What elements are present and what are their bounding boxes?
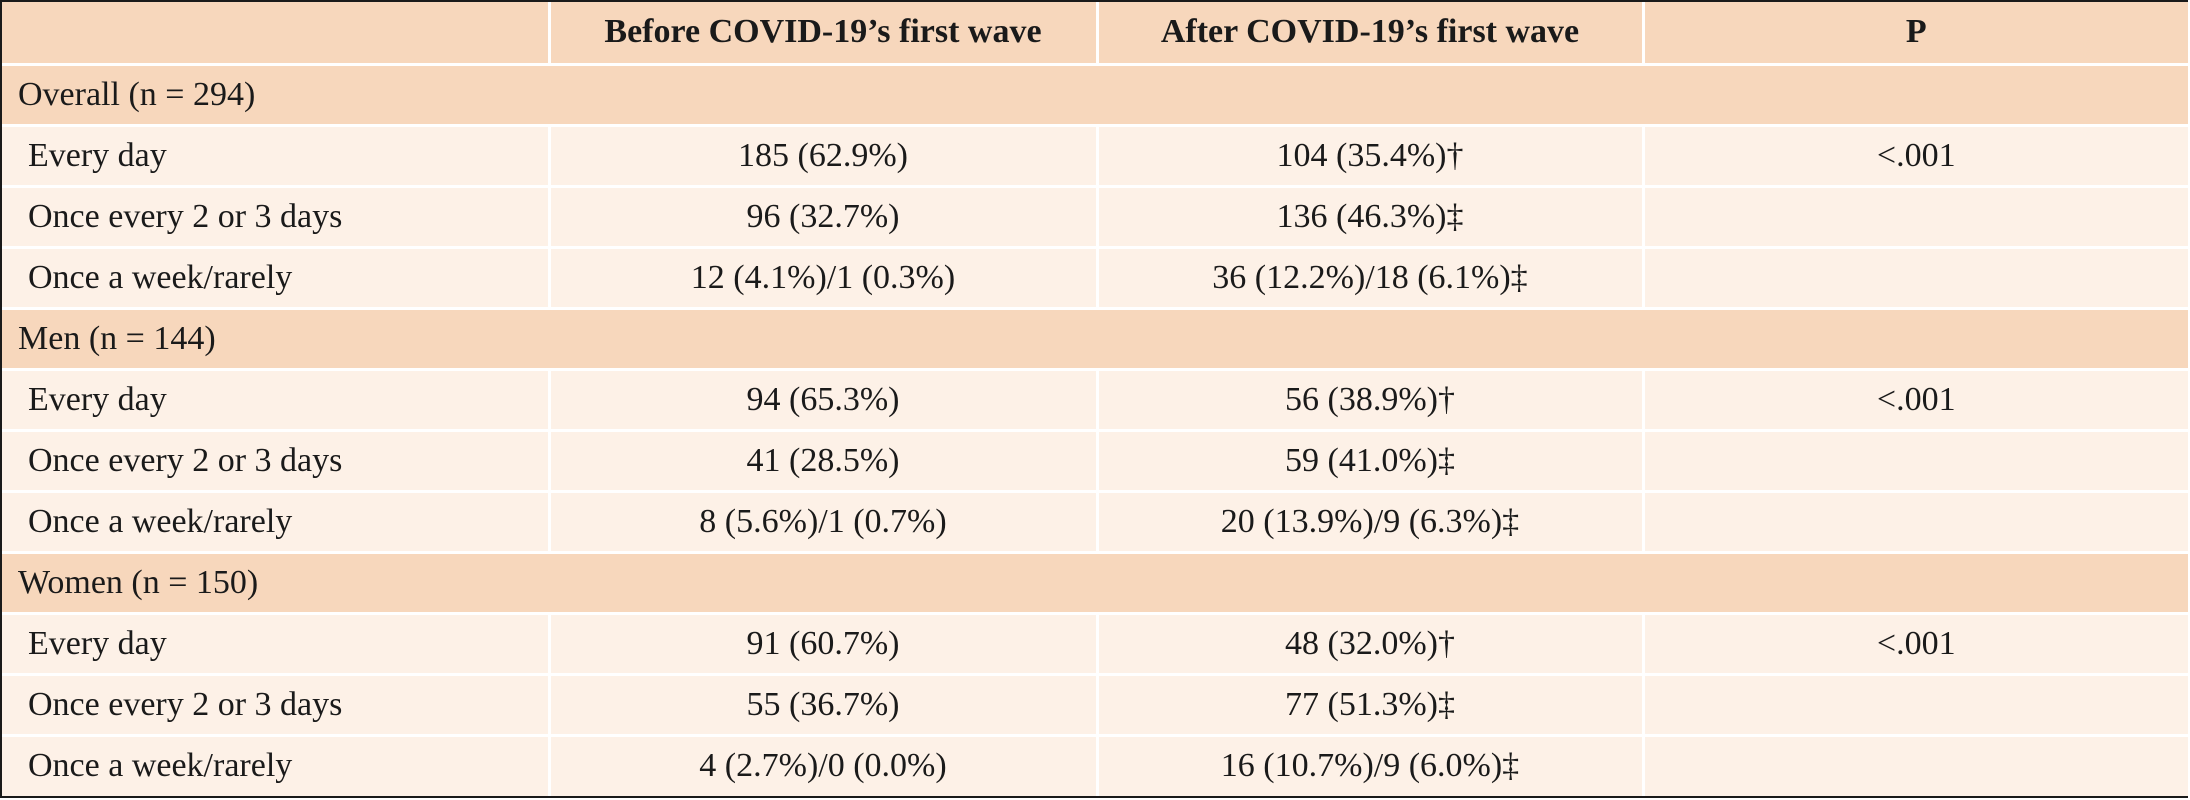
- p-value: <.001: [1641, 125, 2188, 188]
- before-value: 96 (32.7%): [547, 186, 1097, 249]
- table-row: Once a week/rarely 12 (4.1%)/1 (0.3%) 36…: [2, 247, 2188, 310]
- p-value: <.001: [1641, 369, 2188, 432]
- after-value: 104 (35.4%)†: [1095, 125, 1643, 188]
- p-value: [1641, 735, 2188, 796]
- p-value: [1641, 247, 2188, 310]
- p-value: [1641, 186, 2188, 249]
- group-row-overall: Overall (n = 294): [2, 64, 2188, 127]
- table-row: Once every 2 or 3 days 96 (32.7%) 136 (4…: [2, 186, 2188, 249]
- group-label: Overall (n = 294): [2, 64, 2188, 127]
- header-cell-blank: [2, 2, 549, 66]
- before-value: 91 (60.7%): [547, 613, 1097, 676]
- row-label: Every day: [2, 369, 549, 432]
- table-header-row: Before COVID-19’s first wave After COVID…: [2, 2, 2188, 66]
- before-value: 4 (2.7%)/0 (0.0%): [547, 735, 1097, 796]
- after-value: 16 (10.7%)/9 (6.0%)‡: [1095, 735, 1643, 796]
- row-label: Once a week/rarely: [2, 735, 549, 796]
- table-row: Every day 94 (65.3%) 56 (38.9%)† <.001: [2, 369, 2188, 432]
- before-value: 55 (36.7%): [547, 674, 1097, 737]
- p-value: [1641, 430, 2188, 493]
- after-value: 36 (12.2%)/18 (6.1%)‡: [1095, 247, 1643, 310]
- row-label: Every day: [2, 613, 549, 676]
- table-row: Every day 185 (62.9%) 104 (35.4%)† <.001: [2, 125, 2188, 188]
- header-cell-p: P: [1641, 2, 2188, 66]
- before-value: 12 (4.1%)/1 (0.3%): [547, 247, 1097, 310]
- row-label: Once a week/rarely: [2, 491, 549, 554]
- after-value: 48 (32.0%)†: [1095, 613, 1643, 676]
- table-row: Once a week/rarely 4 (2.7%)/0 (0.0%) 16 …: [2, 735, 2188, 796]
- p-value: <.001: [1641, 613, 2188, 676]
- table-row: Once every 2 or 3 days 55 (36.7%) 77 (51…: [2, 674, 2188, 737]
- row-label: Once every 2 or 3 days: [2, 186, 549, 249]
- row-label: Once every 2 or 3 days: [2, 674, 549, 737]
- group-label: Women (n = 150): [2, 552, 2188, 615]
- p-value: [1641, 491, 2188, 554]
- before-value: 41 (28.5%): [547, 430, 1097, 493]
- table-row: Once a week/rarely 8 (5.6%)/1 (0.7%) 20 …: [2, 491, 2188, 554]
- before-value: 94 (65.3%): [547, 369, 1097, 432]
- row-label: Once every 2 or 3 days: [2, 430, 549, 493]
- table-row: Every day 91 (60.7%) 48 (32.0%)† <.001: [2, 613, 2188, 676]
- after-value: 56 (38.9%)†: [1095, 369, 1643, 432]
- before-value: 185 (62.9%): [547, 125, 1097, 188]
- row-label: Every day: [2, 125, 549, 188]
- group-row-women: Women (n = 150): [2, 552, 2188, 615]
- header-cell-before: Before COVID-19’s first wave: [547, 2, 1097, 66]
- after-value: 136 (46.3%)‡: [1095, 186, 1643, 249]
- after-value: 59 (41.0%)‡: [1095, 430, 1643, 493]
- after-value: 77 (51.3%)‡: [1095, 674, 1643, 737]
- group-label: Men (n = 144): [2, 308, 2188, 371]
- table-row: Once every 2 or 3 days 41 (28.5%) 59 (41…: [2, 430, 2188, 493]
- before-value: 8 (5.6%)/1 (0.7%): [547, 491, 1097, 554]
- p-value: [1641, 674, 2188, 737]
- group-row-men: Men (n = 144): [2, 308, 2188, 371]
- after-value: 20 (13.9%)/9 (6.3%)‡: [1095, 491, 1643, 554]
- header-cell-after: After COVID-19’s first wave: [1095, 2, 1643, 66]
- row-label: Once a week/rarely: [2, 247, 549, 310]
